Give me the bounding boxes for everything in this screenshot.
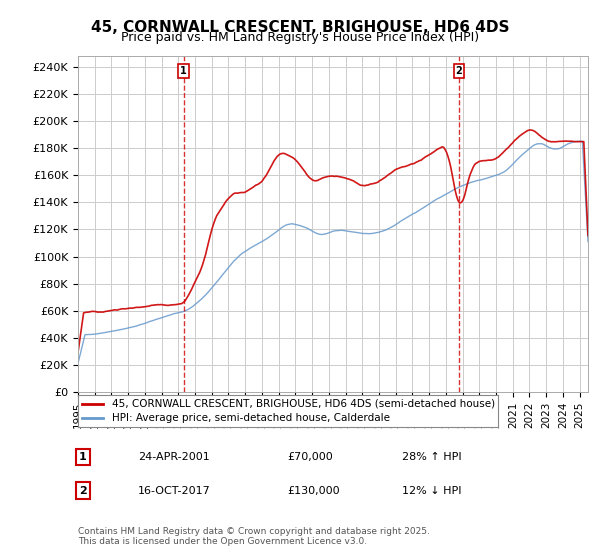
Text: 12% ↓ HPI: 12% ↓ HPI <box>402 486 461 496</box>
Text: £130,000: £130,000 <box>287 486 340 496</box>
Text: 45, CORNWALL CRESCENT, BRIGHOUSE, HD6 4DS (semi-detached house): 45, CORNWALL CRESCENT, BRIGHOUSE, HD6 4D… <box>112 399 495 409</box>
Text: 45, CORNWALL CRESCENT, BRIGHOUSE, HD6 4DS: 45, CORNWALL CRESCENT, BRIGHOUSE, HD6 4D… <box>91 20 509 35</box>
Text: Contains HM Land Registry data © Crown copyright and database right 2025.
This d: Contains HM Land Registry data © Crown c… <box>78 526 430 546</box>
Text: £70,000: £70,000 <box>287 452 333 462</box>
Text: 2: 2 <box>79 486 87 496</box>
Text: 1: 1 <box>180 66 187 76</box>
Text: Price paid vs. HM Land Registry's House Price Index (HPI): Price paid vs. HM Land Registry's House … <box>121 31 479 44</box>
Text: 16-OCT-2017: 16-OCT-2017 <box>138 486 211 496</box>
Text: 1: 1 <box>79 452 87 462</box>
Text: 28% ↑ HPI: 28% ↑ HPI <box>402 452 461 462</box>
Text: HPI: Average price, semi-detached house, Calderdale: HPI: Average price, semi-detached house,… <box>112 413 389 423</box>
Text: 24-APR-2001: 24-APR-2001 <box>138 452 209 462</box>
Text: 2: 2 <box>456 66 463 76</box>
